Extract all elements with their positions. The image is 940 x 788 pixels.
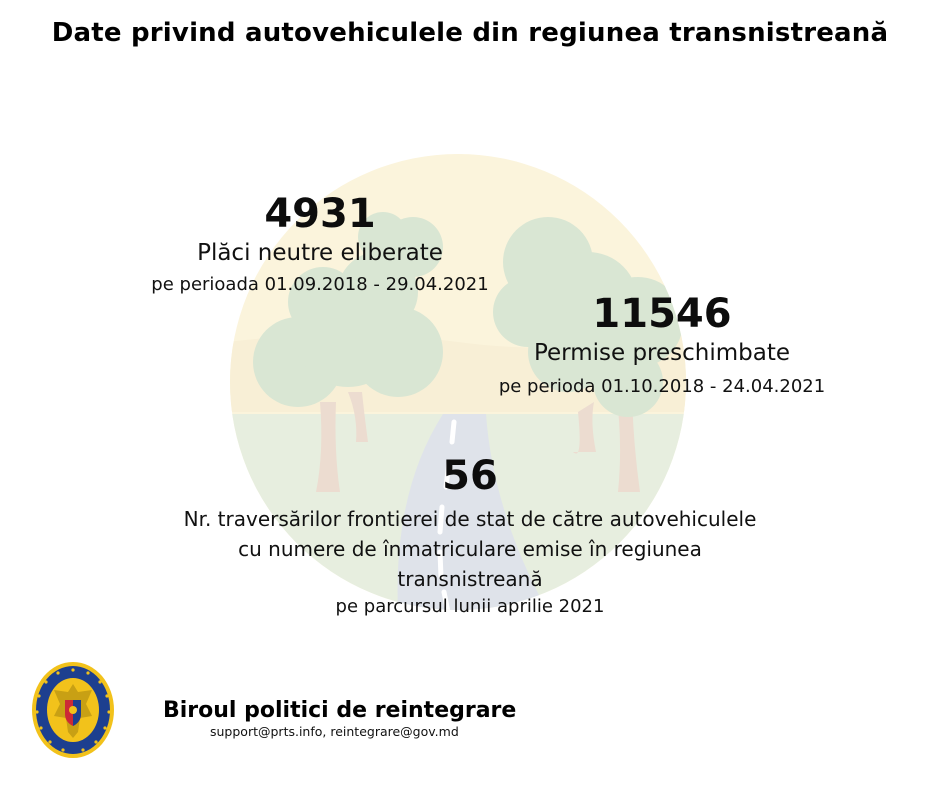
stat-licenses-exchanged: 11546 Permise preschimbate pe perioda 01…: [462, 290, 862, 400]
stat-label: Plăci neutre eliberate: [197, 240, 443, 266]
stat-number: 11546: [592, 291, 732, 337]
organization-name: Biroul politici de reintegrare: [163, 698, 517, 723]
stat-label-line-3: transnistreană: [397, 567, 543, 591]
stat-period: pe perioda 01.10.2018 - 24.04.2021: [498, 376, 826, 397]
stat-period: pe perioada 01.09.2018 - 29.04.2021: [151, 274, 489, 295]
government-seal-icon: [32, 662, 114, 758]
stat-period: pe parcursul lunii aprilie 2021: [335, 596, 605, 617]
road-trees-illustration: [230, 154, 686, 610]
page-title: Date privind autovehiculele din regiunea…: [51, 18, 889, 48]
stat-neutral-plates: 4931 Plăci neutre eliberate pe perioada …: [120, 190, 520, 298]
contact-emails: support@prts.info, reintegrare@gov.md: [210, 724, 459, 739]
stat-number: 56: [442, 453, 498, 499]
stat-label-line-2: cu numere de înmatriculare emise în regi…: [238, 537, 702, 561]
stat-label: Permise preschimbate: [533, 340, 791, 366]
stat-number: 4931: [264, 191, 376, 237]
stat-label-line-1: Nr. traversărilor frontierei de stat de …: [183, 507, 757, 531]
stat-border-crossings: 56 Nr. traversărilor frontierei de stat …: [120, 452, 820, 620]
